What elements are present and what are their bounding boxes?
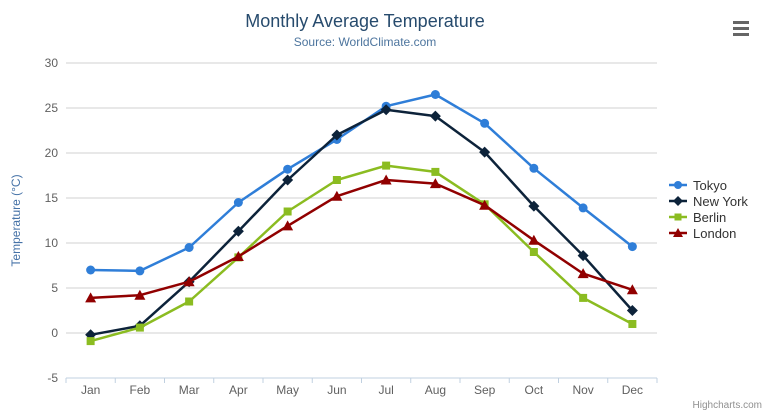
legend-label: Tokyo [693,177,727,193]
legend-item-new-york[interactable]: New York [668,193,748,209]
data-point-berlin-mar[interactable] [185,297,194,306]
legend-marker-square-icon [669,213,687,221]
y-tick-label: 25 [45,101,59,115]
legend-marker-circle-icon [669,181,687,189]
data-point-tokyo-aug[interactable] [430,90,440,99]
data-point-tokyo-sep[interactable] [480,118,490,128]
data-point-new-york-sep[interactable] [479,146,491,158]
legend-item-tokyo[interactable]: Tokyo [668,177,748,193]
data-point-tokyo-oct[interactable] [529,163,539,173]
data-point-berlin-may[interactable] [283,207,292,216]
data-point-tokyo-may[interactable] [283,164,293,174]
data-point-london-may[interactable] [282,220,294,231]
export-menu-button[interactable] [733,21,749,36]
data-point-berlin-dec[interactable] [628,320,637,328]
x-tick-label: Feb [130,383,151,397]
legend-symbol-berlin [674,213,682,221]
data-point-tokyo-mar[interactable] [184,243,194,252]
data-point-london-apr[interactable] [232,251,244,261]
legend-symbol-new-york [673,196,683,206]
data-point-berlin-jan[interactable] [86,337,95,346]
credits-link[interactable]: Highcharts.com [692,400,762,411]
data-point-london-jul[interactable] [380,174,392,185]
x-tick-label: Nov [572,383,593,397]
chart-subtitle: Source: WorldClimate.com [293,35,437,49]
y-axis-title: Temperature (°C) [9,174,23,266]
legend-marker-diamond-icon [669,196,687,206]
x-tick-label: Jul [378,383,393,397]
data-point-london-sep[interactable] [479,199,491,210]
data-point-london-jun[interactable] [331,190,343,201]
hamburger-icon [733,27,749,30]
data-point-new-york-oct[interactable] [528,200,540,212]
data-point-london-aug[interactable] [429,178,441,189]
data-point-berlin-feb[interactable] [135,323,144,332]
x-tick-label: May [276,383,299,397]
series-line-new-york [89,108,634,337]
y-tick-label: 30 [45,56,59,70]
data-point-new-york-dec[interactable] [626,305,638,316]
legend-label: London [693,225,737,241]
x-tick-label: Aug [425,383,446,397]
x-tick-label: Oct [525,383,544,397]
data-point-tokyo-dec[interactable] [627,242,637,252]
data-point-new-york-nov[interactable] [577,250,589,262]
legend-item-berlin[interactable]: Berlin [668,209,748,225]
hamburger-icon [733,21,749,24]
y-tick-label: 5 [51,281,58,295]
data-point-berlin-aug[interactable] [431,167,440,176]
series-line-berlin [89,164,634,343]
x-tick-label: Mar [179,383,200,397]
data-point-london-mar[interactable] [183,276,195,287]
series-line-tokyo [89,93,634,273]
data-point-london-jan[interactable] [85,292,97,303]
data-point-tokyo-nov[interactable] [578,203,588,213]
data-point-london-feb[interactable] [134,289,146,300]
legend: Tokyo New York Berlin London [668,177,748,241]
data-point-tokyo-jan[interactable] [86,265,96,275]
data-point-new-york-may[interactable] [282,174,294,186]
legend-marker-triangle-icon [669,228,687,237]
x-tick-label: Jun [327,383,346,397]
x-tick-label: Jan [81,383,100,397]
x-tick-label: Dec [622,383,643,397]
legend-symbol-tokyo [674,181,682,189]
chart-title: Monthly Average Temperature [245,11,485,31]
data-point-berlin-jun[interactable] [332,176,341,184]
data-point-berlin-oct[interactable] [529,248,538,256]
legend-label: New York [693,193,748,209]
data-point-london-oct[interactable] [528,234,540,245]
data-point-london-nov[interactable] [577,268,589,279]
y-tick-label: 10 [45,236,59,250]
data-point-tokyo-feb[interactable] [135,266,145,276]
legend-label: Berlin [693,209,727,225]
legend-symbol-london [673,228,683,237]
data-point-berlin-jul[interactable] [382,161,391,170]
data-point-new-york-jun[interactable] [331,129,343,141]
x-tick-label: Apr [229,383,248,397]
data-point-new-york-aug[interactable] [429,110,441,122]
hamburger-icon [733,33,749,36]
legend-item-london[interactable]: London [668,225,748,241]
data-point-berlin-nov[interactable] [579,293,588,302]
x-tick-label: Sep [474,383,496,397]
data-point-tokyo-apr[interactable] [233,198,243,207]
data-point-new-york-jul[interactable] [380,104,392,116]
data-point-london-dec[interactable] [626,284,638,295]
y-tick-label: 0 [51,326,58,340]
y-tick-label: 15 [45,191,59,205]
y-tick-label: 20 [45,146,59,160]
y-tick-label: -5 [47,371,58,385]
series-line-london [89,178,634,300]
data-point-new-york-apr[interactable] [232,225,244,237]
